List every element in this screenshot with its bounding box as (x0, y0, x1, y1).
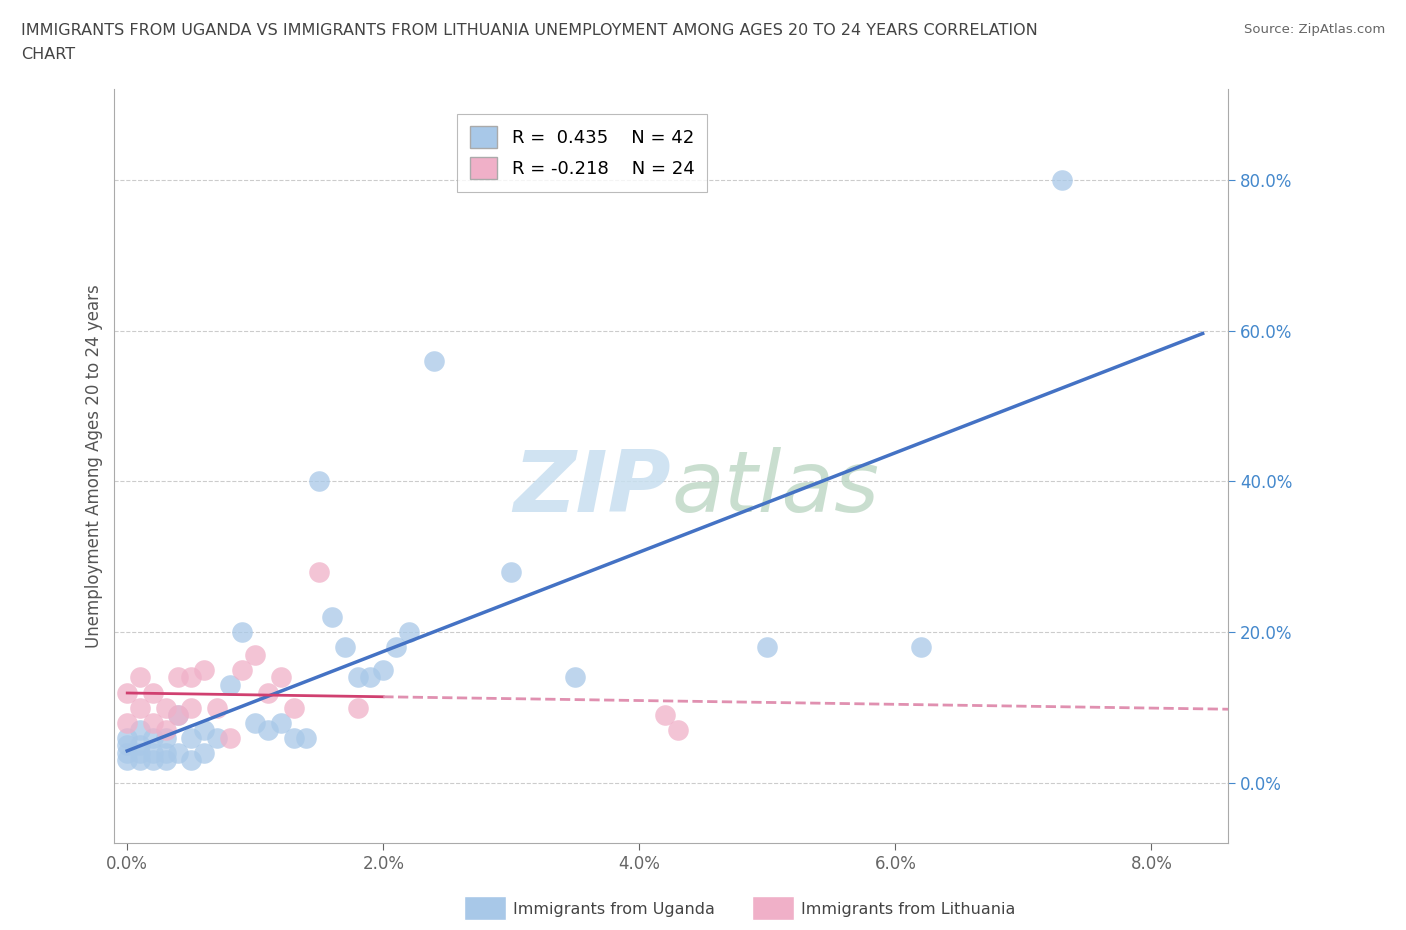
Point (193, 746, 215, 761)
Point (142, 746, 165, 761)
Point (308, 565, 330, 579)
Point (231, 662, 253, 677)
Text: atlas: atlas (671, 447, 879, 530)
Y-axis label: Unemployment Among Ages 20 to 24 years: Unemployment Among Ages 20 to 24 years (86, 285, 103, 648)
Text: Immigrants from Uganda: Immigrants from Uganda (513, 902, 716, 917)
Point (129, 746, 152, 761)
Point (218, 678, 240, 693)
Point (155, 753, 177, 768)
Point (283, 730, 305, 745)
Point (346, 700, 368, 715)
Point (142, 753, 165, 768)
Point (295, 730, 318, 745)
Point (910, 640, 932, 655)
Point (180, 730, 202, 745)
Point (180, 670, 202, 684)
Point (398, 625, 420, 640)
Point (155, 700, 177, 715)
Point (373, 662, 395, 677)
Point (155, 746, 177, 761)
Point (218, 730, 240, 745)
Text: IMMIGRANTS FROM UGANDA VS IMMIGRANTS FROM LITHUANIA UNEMPLOYMENT AMONG AGES 20 T: IMMIGRANTS FROM UGANDA VS IMMIGRANTS FRO… (21, 23, 1038, 61)
Point (167, 708, 190, 723)
Point (167, 746, 190, 761)
Point (129, 737, 152, 752)
Point (385, 640, 408, 655)
Point (654, 708, 676, 723)
Point (115, 746, 138, 761)
Point (167, 670, 190, 684)
Point (129, 670, 152, 684)
Point (180, 700, 202, 715)
Text: ZIP: ZIP (513, 447, 671, 530)
Point (359, 670, 381, 684)
Text: Source: ZipAtlas.com: Source: ZipAtlas.com (1244, 23, 1385, 36)
Point (129, 700, 152, 715)
Point (257, 685, 280, 700)
Point (257, 723, 280, 737)
Point (193, 662, 215, 677)
Point (270, 715, 292, 730)
Point (321, 610, 343, 625)
Point (180, 753, 202, 768)
Point (245, 647, 267, 662)
Point (142, 730, 165, 745)
Point (129, 723, 152, 737)
Point (756, 640, 779, 655)
Point (564, 670, 586, 684)
Point (205, 700, 228, 715)
Point (115, 685, 138, 700)
Point (155, 730, 177, 745)
Point (205, 730, 228, 745)
Point (666, 723, 689, 737)
Point (231, 625, 253, 640)
Point (142, 715, 165, 730)
Point (129, 753, 152, 768)
Point (193, 723, 215, 737)
Point (1050, 172, 1073, 187)
Point (346, 670, 368, 684)
Point (167, 708, 190, 723)
Point (155, 723, 177, 737)
Point (501, 565, 523, 579)
Point (115, 737, 138, 752)
Point (142, 685, 165, 700)
Text: Immigrants from Lithuania: Immigrants from Lithuania (801, 902, 1015, 917)
Point (333, 640, 356, 655)
Point (245, 715, 267, 730)
Point (423, 353, 446, 368)
Point (115, 715, 138, 730)
Point (115, 753, 138, 768)
Legend: R =  0.435    N = 42, R = -0.218    N = 24: R = 0.435 N = 42, R = -0.218 N = 24 (457, 113, 707, 192)
Point (270, 670, 292, 684)
Point (115, 730, 138, 745)
Point (283, 700, 305, 715)
Point (308, 474, 330, 489)
